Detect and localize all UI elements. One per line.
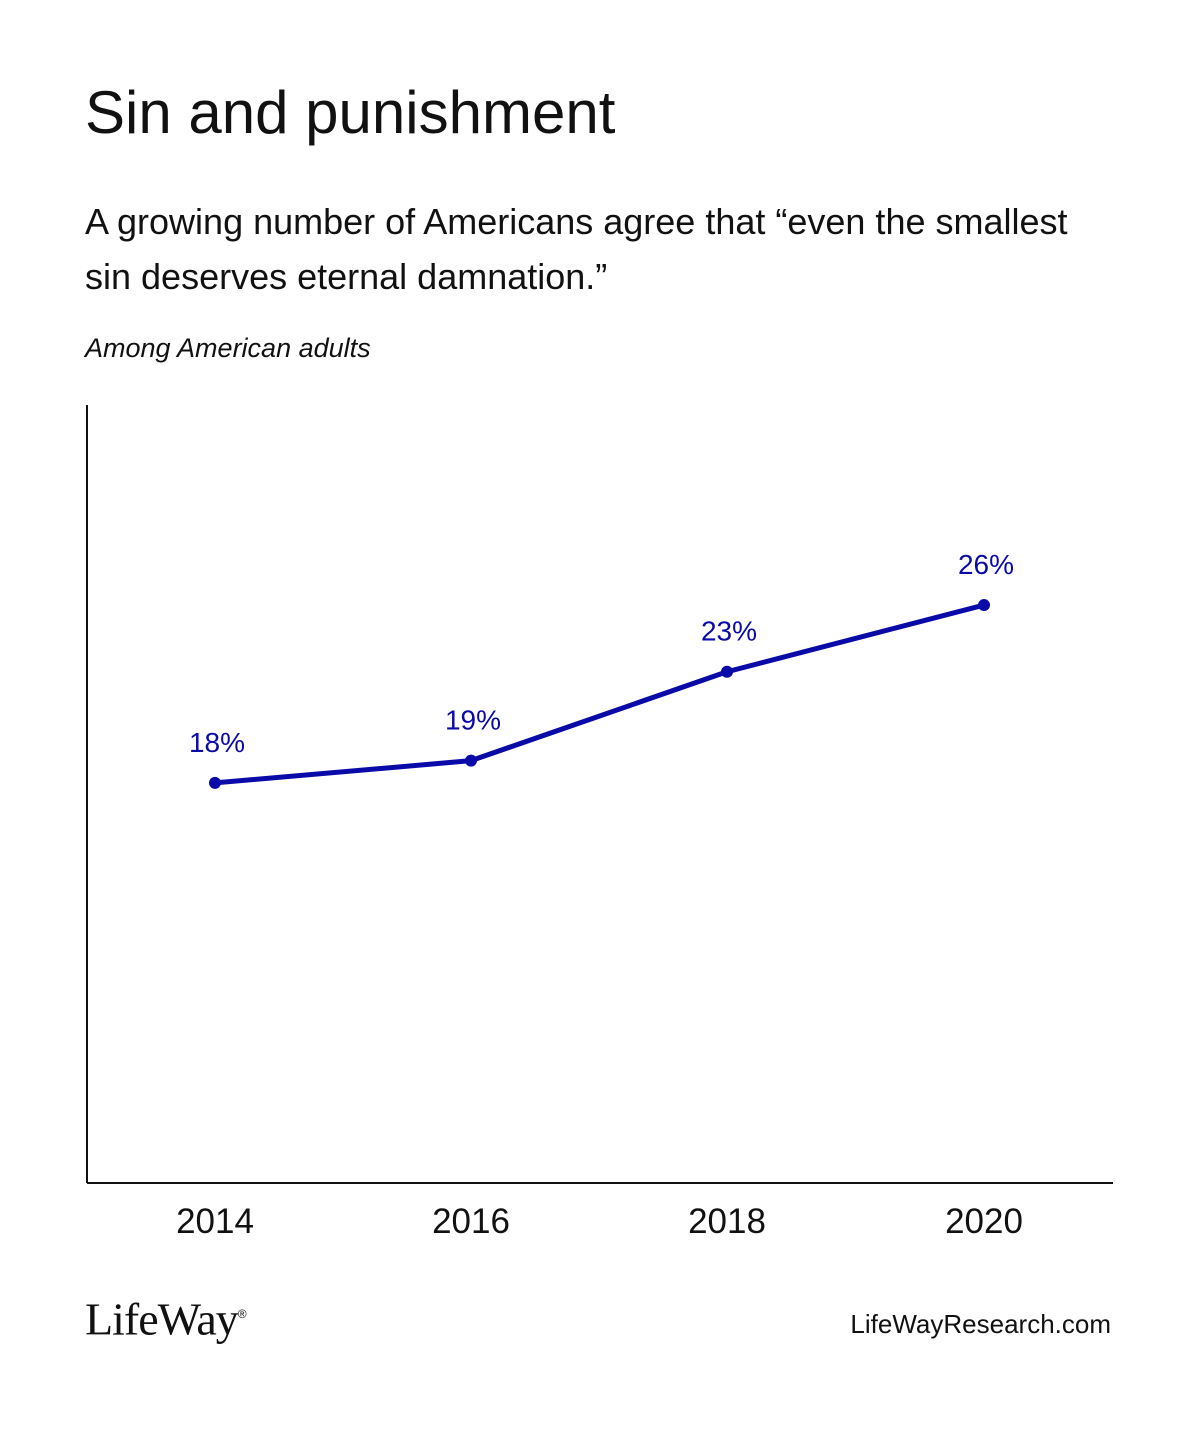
x-tick-label: 2014	[176, 1202, 254, 1241]
website-link[interactable]: LifeWayResearch.com	[850, 1309, 1111, 1339]
data-label: 26%	[958, 549, 1014, 580]
x-tick-label: 2016	[432, 1202, 510, 1241]
x-tick-label: 2020	[945, 1202, 1023, 1241]
lifeway-logo: LifeWay®	[85, 1286, 247, 1347]
chart-title: Sin and punishment	[85, 79, 616, 146]
data-point	[721, 665, 733, 678]
data-point	[465, 754, 477, 767]
logo-registered-mark: ®	[237, 1307, 247, 1321]
data-label: 23%	[701, 616, 757, 647]
data-point	[978, 599, 990, 612]
data-point	[209, 776, 221, 789]
chart-note: Among American adults	[85, 333, 371, 363]
chart-subtitle: A growing number of Americans agree that…	[85, 201, 1068, 297]
series-line	[214, 602, 985, 786]
chart-series	[209, 599, 990, 789]
chart-labels: 18% 19% 23% 26%	[189, 549, 1014, 758]
data-label: 19%	[445, 705, 501, 736]
x-tick-label: 2018	[688, 1202, 766, 1241]
logo-text: LifeWay	[85, 1293, 239, 1345]
data-label: 18%	[189, 727, 245, 758]
chart-axes: 2014 2016 2018 2020	[86, 405, 1113, 1241]
